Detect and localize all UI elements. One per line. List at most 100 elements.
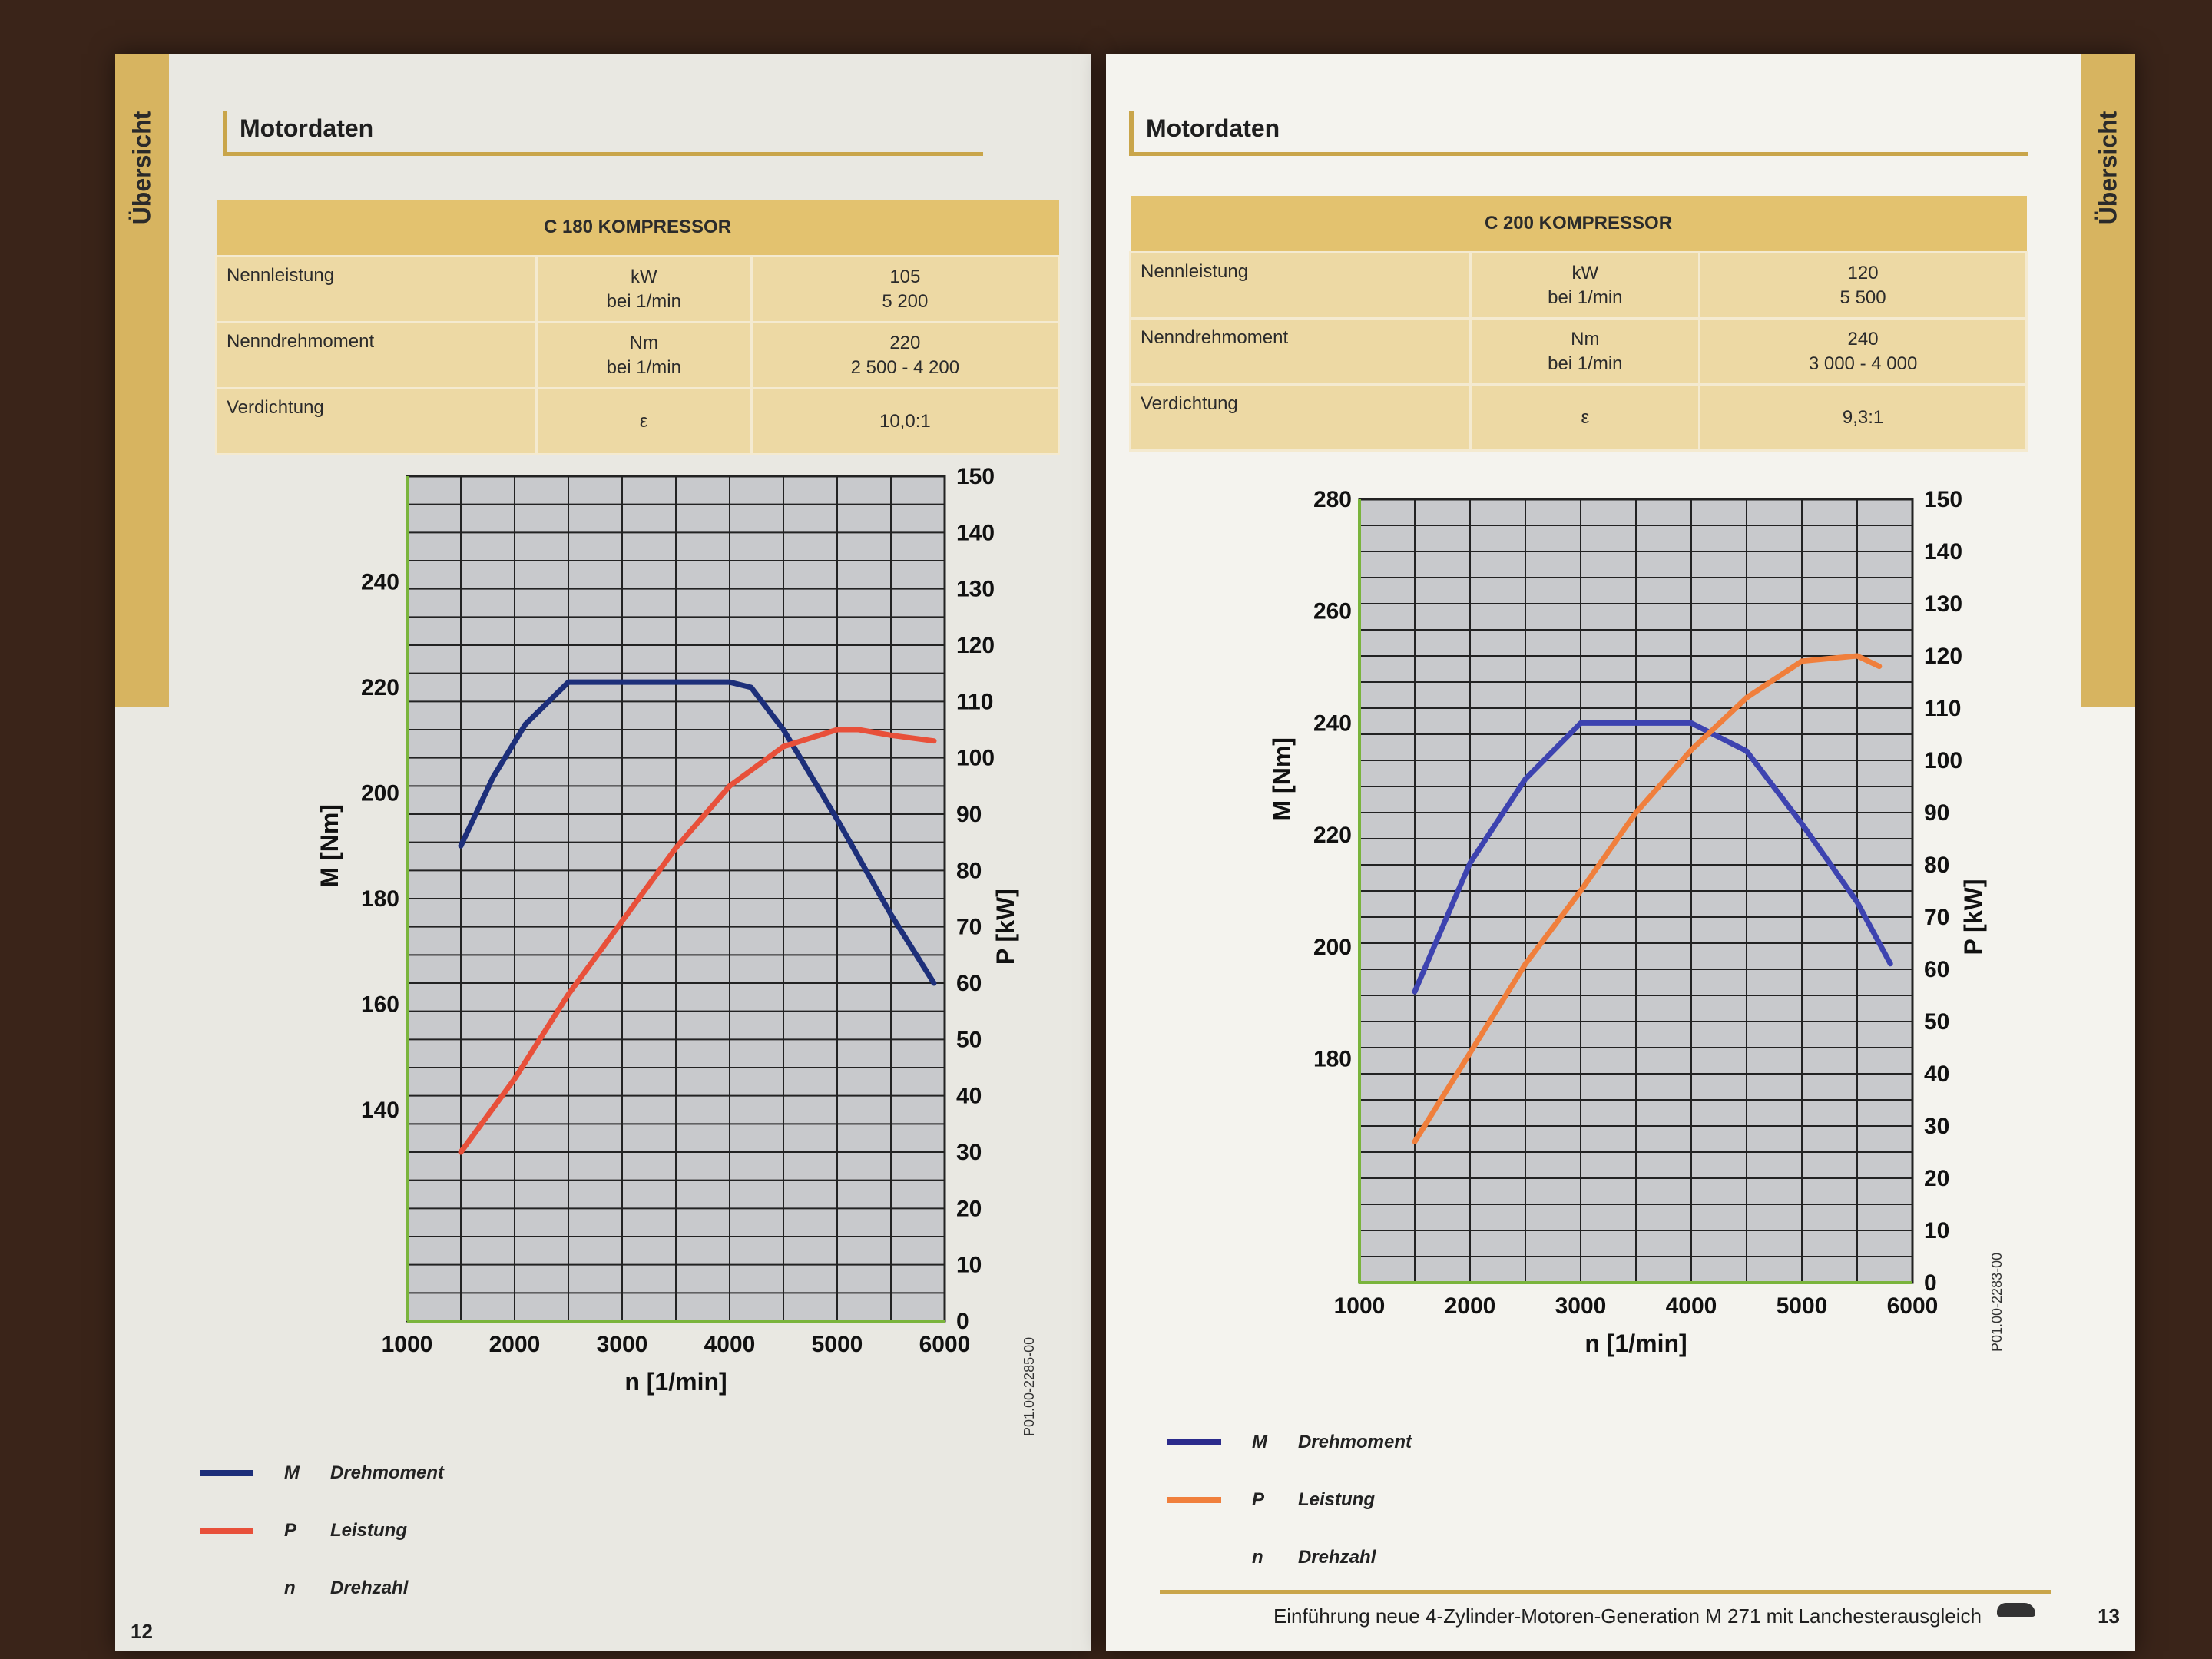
chart-c180: 1000 2000 3000 4000 5000 60001401601802002202…	[316, 464, 1019, 1396]
table-row: Verdichtung ε 9,3:1	[1128, 383, 2028, 452]
y-right-tick-label: 70	[1924, 905, 1949, 930]
y-left-tick-label: 200	[361, 781, 399, 806]
car-icon	[1997, 1603, 2035, 1617]
y-right-tick-label: 30	[956, 1140, 982, 1165]
y-right-tick-label: 120	[956, 633, 995, 658]
row-value: 105 5 200	[750, 255, 1061, 323]
y-right-axis-label: P [kW]	[992, 889, 1019, 965]
y-right-tick-label: 90	[1924, 800, 1949, 826]
x-tick-label: 5000	[812, 1332, 863, 1357]
spec-table-right: C 200 KOMPRESSOR Nennleistung kW bei 1/mi…	[1128, 196, 2028, 452]
y-right-tick-label: 110	[1924, 696, 1961, 721]
x-axis-label: n [1/min]	[624, 1368, 727, 1396]
legend-item: P Leistung	[1167, 1471, 1412, 1528]
x-tick-label: 1000	[1334, 1293, 1386, 1319]
legend-swatch-p	[1167, 1496, 1221, 1503]
row-unit: kW bei 1/min	[1469, 251, 1701, 320]
row-unit: ε	[1469, 383, 1701, 452]
y-left-tick-label: 160	[361, 992, 399, 1018]
y-left-tick-label: 260	[1313, 599, 1352, 624]
page-heading-left: Motordaten	[223, 111, 983, 156]
row-label: Nenndrehmoment	[215, 321, 538, 389]
y-left-tick-label: 220	[1313, 823, 1352, 848]
y-right-tick-label: 0	[1924, 1270, 1937, 1296]
row-label: Verdichtung	[215, 387, 538, 455]
x-tick-label: 2000	[1445, 1293, 1496, 1319]
legend-left: M Drehmoment P Leistung n Drehzahl	[200, 1444, 444, 1617]
legend-swatch-p	[200, 1527, 253, 1534]
series-line-M	[1412, 720, 1893, 995]
y-right-tick-label: 50	[1924, 1009, 1949, 1035]
legend-swatch-m	[200, 1469, 253, 1476]
row-value: 220 2 500 - 4 200	[750, 321, 1061, 389]
legend-item: n Drehzahl	[1252, 1546, 1376, 1568]
y-left-tick-label: 220	[361, 675, 399, 700]
row-label: Nennleistung	[215, 255, 538, 323]
y-right-tick-label: 40	[1924, 1061, 1949, 1087]
table-row: Nenndrehmoment Nm bei 1/min 220 2 500 - 4 …	[215, 321, 1061, 389]
row-value: 240 3 000 - 4 000	[1698, 317, 2028, 386]
x-tick-label: 5000	[1777, 1293, 1828, 1319]
legend-item: n Drehzahl	[284, 1577, 409, 1598]
y-left-axis-label: M [Nm]	[1268, 737, 1296, 820]
legend-item: M Drehmoment	[200, 1444, 444, 1502]
row-unit: Nm bei 1/min	[1469, 317, 1701, 386]
side-tab-right: Übersicht	[2081, 54, 2135, 707]
y-left-tick-label: 200	[1313, 935, 1352, 960]
y-left-tick-label: 180	[1313, 1047, 1352, 1072]
y-right-tick-label: 30	[1924, 1114, 1949, 1139]
y-right-tick-label: 50	[956, 1027, 982, 1052]
row-unit: ε	[535, 387, 753, 455]
x-axis-label: n [1/min]	[1584, 1330, 1687, 1357]
series-line-P	[1412, 653, 1883, 1144]
y-right-tick-label: 90	[956, 802, 982, 827]
y-right-tick-label: 100	[956, 746, 995, 771]
y-left-tick-label: 140	[361, 1098, 399, 1123]
legend-item: P Leistung	[200, 1502, 444, 1559]
y-right-tick-label: 20	[956, 1196, 982, 1221]
legend-swatch-m	[1167, 1439, 1221, 1445]
chart-c200: 1000 2000 3000 4000 5000 60001802002202402602…	[1268, 487, 1987, 1357]
y-right-tick-label: 80	[1924, 853, 1949, 878]
y-right-tick-label: 40	[956, 1084, 982, 1109]
table-row: Nennleistung kW bei 1/min 120 5 500	[1128, 251, 2028, 320]
y-right-tick-label: 60	[1924, 957, 1949, 982]
y-right-tick-label: 120	[1924, 644, 1962, 669]
spec-table-left: C 180 KOMPRESSOR Nennleistung kW bei 1/mi…	[215, 200, 1061, 455]
row-label: Nennleistung	[1128, 251, 1472, 320]
y-left-axis-label: M [Nm]	[316, 804, 343, 887]
side-tab-left: Übersicht	[115, 54, 169, 707]
y-right-tick-label: 80	[956, 858, 982, 883]
y-right-tick-label: 130	[956, 577, 995, 602]
y-left-tick-label: 180	[361, 886, 399, 912]
figure-code-left: P01.00-2285-00	[1022, 1336, 1037, 1436]
y-right-tick-label: 100	[1924, 748, 1962, 773]
x-tick-label: 4000	[1666, 1293, 1717, 1319]
page-footer: Einführung neue 4-Zylinder-Motoren-Gener…	[1160, 1590, 2051, 1628]
grid	[1359, 499, 1912, 1283]
table-row: Nenndrehmoment Nm bei 1/min 240 3 000 - 4 …	[1128, 317, 2028, 386]
row-unit: Nm bei 1/min	[535, 321, 753, 389]
x-tick-label: 3000	[1555, 1293, 1607, 1319]
row-value: 10,0:1	[750, 387, 1061, 455]
x-tick-label: 1000	[382, 1332, 433, 1357]
left-page: Übersicht Motordaten C 180 KOMPRESSOR Ne…	[115, 54, 1091, 1651]
y-right-tick-label: 150	[1924, 487, 1962, 512]
right-page: Übersicht Motordaten C 200 KOMPRESSOR Ne…	[1106, 54, 2135, 1651]
y-left-tick-label: 240	[1313, 710, 1352, 736]
row-value: 120 5 500	[1698, 251, 2028, 320]
page-number-right: 13	[2098, 1604, 2120, 1628]
y-right-tick-label: 70	[956, 915, 982, 940]
row-unit: kW bei 1/min	[535, 255, 753, 323]
x-tick-label: 6000	[919, 1332, 971, 1357]
series-line-M	[458, 679, 937, 986]
figure-code-right: P01.00-2283-00	[1989, 1252, 2005, 1352]
page-heading-right: Motordaten	[1129, 111, 2028, 156]
footer-text: Einführung neue 4-Zylinder-Motoren-Gener…	[1273, 1604, 1982, 1628]
x-tick-label: 4000	[704, 1332, 756, 1357]
y-right-tick-label: 10	[956, 1253, 982, 1278]
table-row: Verdichtung ε 10,0:1	[215, 387, 1061, 455]
table-model-header: C 200 KOMPRESSOR	[1130, 196, 2027, 253]
y-right-tick-label: 150	[956, 464, 995, 489]
legend-item: M Drehmoment	[1167, 1413, 1412, 1471]
